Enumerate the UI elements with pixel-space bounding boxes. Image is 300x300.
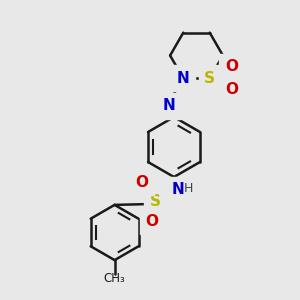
Text: S: S xyxy=(204,71,215,86)
Text: N: N xyxy=(171,182,184,197)
Text: CH₃: CH₃ xyxy=(104,272,125,285)
Text: O: O xyxy=(135,175,148,190)
Text: O: O xyxy=(225,59,238,74)
Text: H: H xyxy=(183,182,193,195)
Text: N: N xyxy=(163,98,176,113)
Text: O: O xyxy=(225,82,238,97)
Text: S: S xyxy=(150,194,160,208)
Text: O: O xyxy=(146,214,159,229)
Text: N: N xyxy=(177,71,190,86)
